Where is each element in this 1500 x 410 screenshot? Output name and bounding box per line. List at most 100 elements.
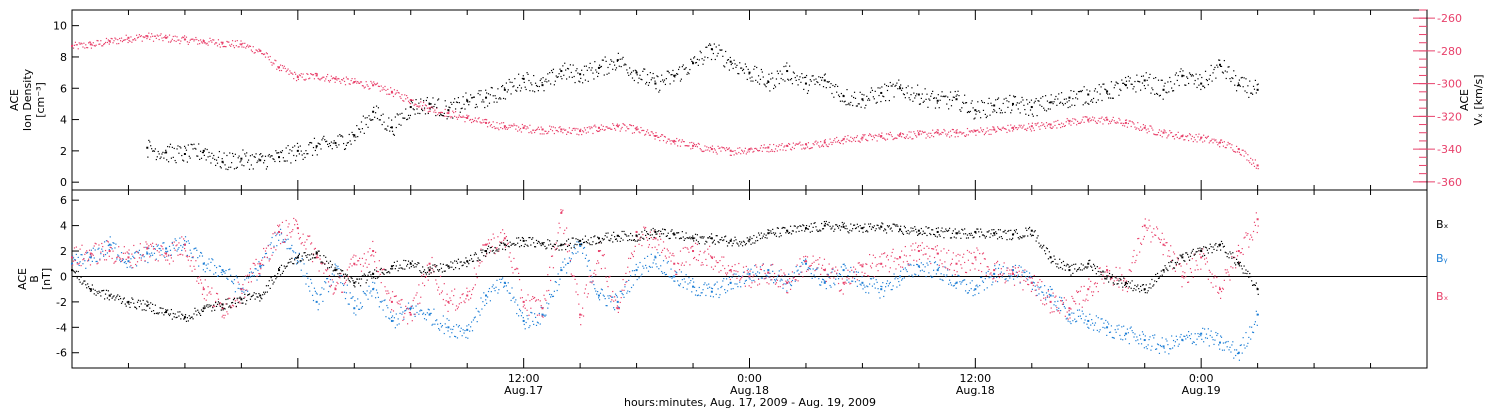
vx-dot (483, 121, 485, 123)
bz-dot (569, 259, 571, 262)
vx-dot (277, 66, 279, 68)
vx-dot (72, 47, 75, 49)
by-dot (645, 264, 647, 267)
by-dot (279, 228, 282, 230)
bz-dot (487, 239, 490, 241)
bz-dot (443, 283, 445, 285)
vx-dot (1214, 140, 1216, 142)
bz-dot (594, 269, 596, 271)
by-dot (838, 273, 841, 275)
density-dot (148, 139, 150, 142)
density-dot (374, 112, 377, 114)
by-dot (1024, 271, 1026, 274)
vx-dot (248, 45, 251, 47)
by-dot (160, 249, 162, 252)
by-dot (883, 295, 885, 298)
vx-dot (607, 127, 609, 129)
density-dot (996, 98, 999, 100)
by-dot (686, 288, 688, 290)
by-dot (333, 274, 335, 276)
by-dot (430, 312, 432, 314)
by-dot (361, 305, 364, 308)
bz-dot (472, 287, 475, 289)
bz-dot (406, 307, 408, 310)
by-dot (668, 276, 670, 278)
density-dot (778, 82, 780, 85)
by-dot (1100, 318, 1102, 320)
vx-dot (454, 111, 457, 113)
by-dot (116, 258, 118, 260)
vx-point (428, 107, 431, 110)
vx-dot (459, 116, 461, 118)
density-dot (1043, 107, 1045, 109)
bz-dot (749, 270, 751, 272)
bz-dot (905, 255, 907, 257)
by-dot (167, 250, 169, 252)
density-dot (463, 103, 465, 105)
by-dot (532, 320, 534, 322)
vx-dot (555, 129, 557, 132)
by-dot (684, 281, 686, 283)
by-dot (485, 299, 487, 301)
by-dot (796, 270, 798, 272)
vx-dot (833, 139, 835, 142)
density-dot (271, 155, 273, 157)
density-point (993, 104, 996, 107)
density-dot (354, 139, 356, 142)
density-dot (519, 90, 522, 92)
vx-dot (762, 147, 764, 149)
bz-dot (688, 251, 690, 253)
density-dot (773, 84, 776, 86)
by-dot (1172, 339, 1175, 342)
vx-dot (88, 41, 91, 43)
bz-point (146, 247, 149, 250)
bz-dot (660, 238, 662, 240)
vx-dot (746, 151, 748, 153)
density-dot (586, 69, 588, 71)
by-point (804, 262, 807, 265)
by-dot (197, 257, 199, 259)
bz-dot (757, 284, 759, 286)
vx-dot (713, 148, 715, 150)
bz-dot (161, 245, 163, 248)
vx-y-tick-label: -260 (1437, 12, 1462, 25)
vx-dot (228, 41, 230, 43)
density-dot (339, 133, 341, 136)
density-dot (792, 71, 794, 73)
vx-dot (908, 131, 910, 133)
density-ylabel-line3: [cm⁻³] (34, 82, 47, 118)
by-dot (1102, 326, 1104, 329)
density-dot (182, 159, 184, 161)
bz-dot (166, 255, 168, 257)
by-dot (1202, 327, 1204, 329)
density-dot (665, 78, 667, 80)
density-dot (235, 167, 237, 169)
by-dot (920, 262, 922, 264)
vx-dot (798, 142, 800, 145)
bz-dot (812, 255, 814, 257)
vx-dot (292, 73, 294, 75)
bz-dot (953, 269, 955, 272)
vx-dot (938, 134, 940, 136)
vx-dot (1167, 135, 1169, 137)
by-dot (1020, 266, 1022, 268)
density-dot (1217, 66, 1219, 68)
by-dot (731, 276, 733, 278)
vx-dot (174, 35, 176, 37)
bz-dot (765, 277, 767, 279)
bz-dot (859, 264, 861, 266)
by-dot (454, 335, 456, 337)
bz-dot (693, 256, 696, 259)
bz-dot (591, 282, 593, 284)
vx-dot (372, 84, 374, 86)
vx-dot (306, 73, 308, 75)
density-dot (465, 92, 467, 94)
vx-dot (1076, 120, 1079, 123)
by-dot (864, 286, 866, 288)
density-dot (1059, 102, 1061, 104)
by-dot (990, 276, 992, 278)
by-dot (556, 289, 558, 292)
bz-dot (449, 297, 451, 299)
by-dot (935, 273, 938, 275)
by-dot (955, 287, 957, 289)
